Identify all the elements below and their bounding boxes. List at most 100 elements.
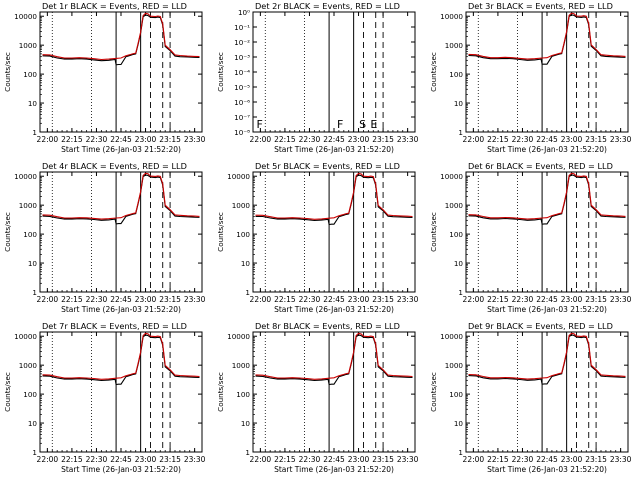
panel-title: Det 2r BLACK = Events, RED = LLD	[255, 1, 400, 11]
panel-title: Det 6r BLACK = Events, RED = LLD	[468, 161, 613, 171]
lld-series-line	[255, 332, 413, 380]
x-tick-label: 23:30	[184, 295, 206, 304]
y-tick-label: 10⁻³	[234, 53, 250, 62]
x-tick-label: 23:15	[585, 455, 607, 464]
events-series-line	[468, 334, 626, 385]
lld-series-line	[468, 12, 626, 60]
y-tick-label: 1	[32, 128, 37, 137]
marker-lines	[477, 172, 597, 292]
x-tick-label: 22:45	[110, 295, 132, 304]
x-tick-label: 23:15	[372, 455, 394, 464]
x-tick-label: 22:15	[487, 295, 509, 304]
y-axis-label: Counts/sec	[429, 52, 438, 92]
x-tick-label: 22:00	[37, 135, 59, 144]
events-series-line	[42, 174, 200, 225]
marker-lines	[477, 332, 597, 452]
plot-frame	[39, 11, 203, 133]
y-tick-label: 10000	[227, 332, 250, 341]
panel-title: Det 4r BLACK = Events, RED = LLD	[42, 161, 187, 171]
x-tick-label: 22:30	[512, 135, 534, 144]
plot-frame	[465, 171, 629, 293]
y-tick-label: 100	[236, 230, 250, 239]
y-tick-label: 10000	[14, 172, 37, 181]
y-tick-label: 10	[28, 259, 38, 268]
events-series-line	[468, 14, 626, 65]
events-series-line	[468, 174, 626, 225]
x-tick-label: 22:45	[536, 295, 558, 304]
attenuator-letter: F	[256, 118, 262, 131]
y-tick-label: 10	[454, 419, 464, 428]
x-tick-label: 22:30	[299, 455, 321, 464]
x-tick-label: 23:30	[184, 135, 206, 144]
x-tick-label: 23:30	[610, 455, 632, 464]
y-axis-label: Counts/sec	[216, 212, 225, 252]
y-tick-label: 1000	[19, 361, 38, 370]
plot-frame	[465, 331, 629, 453]
y-tick-label: 10000	[14, 332, 37, 341]
y-tick-label: 10000	[14, 12, 37, 21]
lld-series-line	[468, 332, 626, 380]
x-tick-label: 22:15	[61, 295, 83, 304]
attenuator-letter: E	[370, 118, 377, 131]
y-tick-label: 100	[449, 70, 463, 79]
y-tick-label: 10	[241, 419, 251, 428]
x-axis-label: Start Time (26-Jan-03 21:52:20)	[487, 305, 607, 314]
y-tick-label: 10000	[227, 172, 250, 181]
x-tick-label: 22:15	[487, 455, 509, 464]
x-tick-label: 23:00	[348, 295, 370, 304]
marker-lines	[264, 172, 384, 292]
x-tick-label: 22:15	[61, 135, 83, 144]
plot-frame	[252, 331, 416, 453]
x-tick-label: 22:30	[512, 455, 534, 464]
x-tick-label: 22:30	[512, 295, 534, 304]
x-tick-label: 22:00	[37, 455, 59, 464]
y-tick-label: 1	[32, 288, 37, 297]
x-tick-label: 23:15	[585, 135, 607, 144]
y-tick-label: 1	[245, 288, 250, 297]
attenuator-letter: F	[337, 118, 343, 131]
x-axis-label: Start Time (26-Jan-03 21:52:20)	[61, 305, 181, 314]
x-axis-label: Start Time (26-Jan-03 21:52:20)	[274, 145, 394, 154]
y-tick-label: 10⁰	[238, 8, 250, 17]
lld-series-line	[468, 172, 626, 220]
x-tick-label: 22:00	[463, 135, 485, 144]
x-tick-label: 23:15	[159, 455, 181, 464]
events-series-line	[255, 334, 413, 386]
events-series-line	[42, 14, 200, 66]
plot-frame	[39, 331, 203, 453]
x-tick-label: 22:15	[274, 135, 296, 144]
x-tick-label: 23:30	[397, 295, 419, 304]
x-tick-label: 23:30	[397, 135, 419, 144]
x-axis-label: Start Time (26-Jan-03 21:52:20)	[487, 465, 607, 474]
y-tick-label: 100	[23, 70, 37, 79]
x-tick-label: 23:00	[135, 455, 157, 464]
marker-lines	[264, 12, 384, 132]
x-tick-label: 23:00	[561, 455, 583, 464]
lld-series-line	[42, 172, 200, 220]
y-tick-label: 1	[458, 448, 463, 457]
x-tick-label: 22:00	[250, 135, 272, 144]
x-tick-label: 23:30	[610, 135, 632, 144]
y-tick-label: 10⁻⁵	[234, 83, 250, 92]
lld-series-line	[42, 332, 200, 380]
x-tick-label: 23:15	[372, 295, 394, 304]
y-tick-label: 1000	[445, 361, 464, 370]
y-tick-label: 10	[28, 419, 38, 428]
y-axis-label: Counts/sec	[429, 372, 438, 412]
y-tick-label: 100	[449, 390, 463, 399]
y-axis-label: Counts/sec	[3, 212, 12, 252]
x-axis-label: Start Time (26-Jan-03 21:52:20)	[274, 305, 394, 314]
y-axis-label: Counts/sec	[429, 212, 438, 252]
y-tick-label: 1	[245, 448, 250, 457]
y-tick-label: 10⁻¹	[234, 23, 250, 32]
y-tick-label: 1	[458, 288, 463, 297]
y-tick-label: 10	[28, 99, 38, 108]
panel-title: Det 5r BLACK = Events, RED = LLD	[255, 161, 400, 171]
x-tick-label: 23:00	[348, 455, 370, 464]
y-tick-label: 10000	[440, 332, 463, 341]
